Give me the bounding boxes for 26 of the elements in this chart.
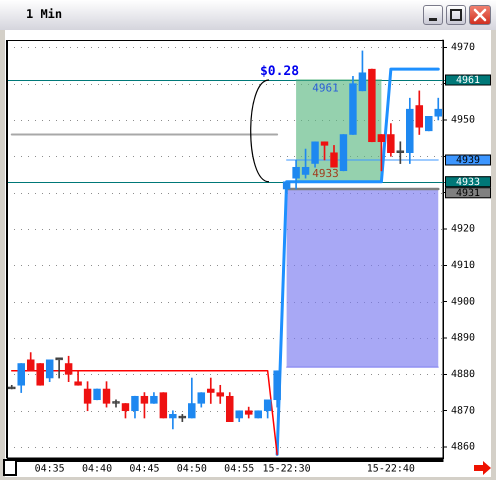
annotation: 4933 (312, 167, 339, 180)
annotation: 4961 (312, 81, 339, 94)
chart-title: 1 Min (26, 7, 62, 21)
y-tick-label: 4870 (451, 405, 476, 416)
x-tick-label: 04:50 (176, 464, 207, 475)
y-tick-label: 4900 (451, 296, 476, 308)
y-tick-label: 4920 (451, 224, 476, 235)
ref-line-label: 4933 (456, 176, 480, 188)
x-tick-label: 15-22:30 (262, 464, 311, 475)
x-tick-label: 04:35 (34, 464, 65, 475)
y-tick-label: 4950 (451, 114, 476, 126)
x-tick-label: 04:45 (129, 464, 160, 475)
y-tick-label: 4880 (451, 368, 476, 380)
candlestick (140, 392, 148, 418)
x-tick-label: 04:40 (82, 464, 112, 475)
y-tick-label: 4910 (451, 260, 476, 271)
data-label: 4939 (456, 155, 480, 166)
ref-line-label: 4961 (456, 75, 480, 86)
y-tick-label: 4970 (451, 42, 476, 53)
y-tick-label: 4860 (451, 442, 476, 453)
annotation: $0.28 (260, 64, 300, 79)
data-label: 4931 (456, 188, 480, 199)
x-tick-label: 15-22:40 (366, 464, 415, 475)
candlestick (320, 141, 328, 160)
y-tick-label: 4890 (451, 332, 476, 344)
x-tick-label: 04:55 (224, 464, 254, 475)
